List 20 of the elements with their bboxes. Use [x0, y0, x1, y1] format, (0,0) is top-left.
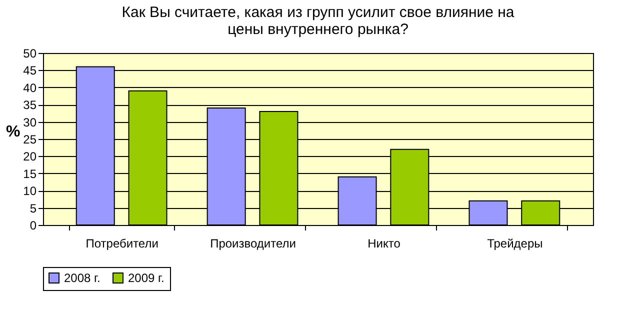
legend-label: 2008 г. — [64, 271, 100, 285]
x-tick-label: Никто — [368, 236, 401, 250]
y-tick-label: 5 — [30, 201, 37, 216]
x-tick-label: Производители — [210, 236, 296, 250]
y-axis-title: % — [6, 124, 20, 140]
text: Как Вы считаете, какая из групп усилит свое влияние на — [122, 4, 514, 21]
y-tick-label: 40 — [23, 80, 37, 95]
legend-label: 2009 г. — [128, 271, 164, 285]
y-tick-label: 10 — [23, 184, 37, 198]
y-tick-label: 50 — [23, 46, 37, 60]
text: цены внутреннего рынка? — [228, 21, 408, 38]
y-tick-label: 15 — [23, 166, 37, 181]
y-tick-label: 45 — [23, 64, 37, 78]
y-tick-label: 30 — [23, 115, 37, 130]
y-tick-label: 20 — [23, 150, 37, 164]
y-tick-label: 35 — [23, 98, 37, 112]
y-tick-label: 0 — [30, 218, 37, 232]
x-tick-label: Потребители — [86, 236, 158, 250]
y-tick-label: 25 — [23, 132, 37, 146]
x-tick-label: Трейдеры — [487, 236, 543, 250]
